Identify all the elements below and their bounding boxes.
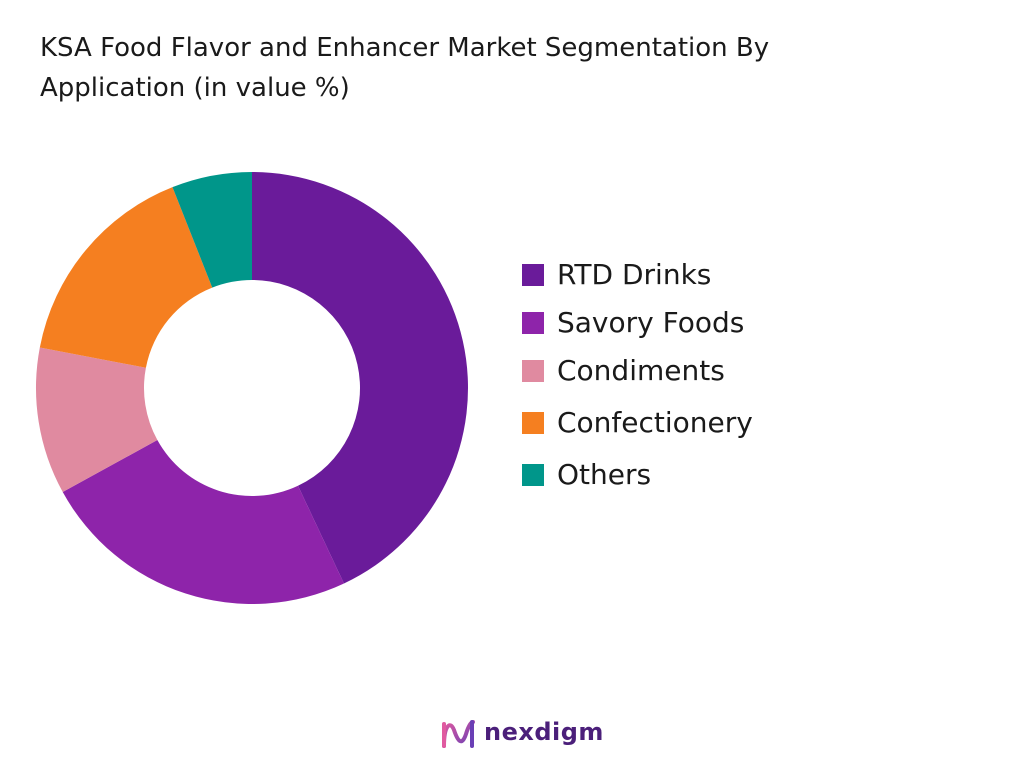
legend-label: Confectionery [557,406,753,439]
donut-slice-condiments [36,347,158,493]
donut-slice-rtd-drinks [252,172,468,584]
legend-swatch [522,312,544,334]
chart-title-line-2: Application (in value %) [40,73,350,103]
legend-swatch [522,464,544,486]
nexdigm-logo-icon [442,720,475,748]
donut-slice-savory-foods [62,440,344,604]
legend-label: RTD Drinks [557,258,712,291]
legend-label: Others [557,458,652,491]
legend-label: Condiments [557,354,725,387]
legend-swatch [522,264,544,286]
legend-swatch [522,412,544,434]
legend-label: Savory Foods [557,306,745,339]
chart-title: KSA Food Flavor and Enhancer Market Segm… [40,28,940,108]
donut-slice-confectionery [39,187,213,368]
chart-title-line-1: KSA Food Flavor and Enhancer Market Segm… [40,33,770,63]
legend-swatch [522,360,544,382]
brand-name: nexdigm [484,718,604,746]
donut-slice-others [172,172,252,288]
